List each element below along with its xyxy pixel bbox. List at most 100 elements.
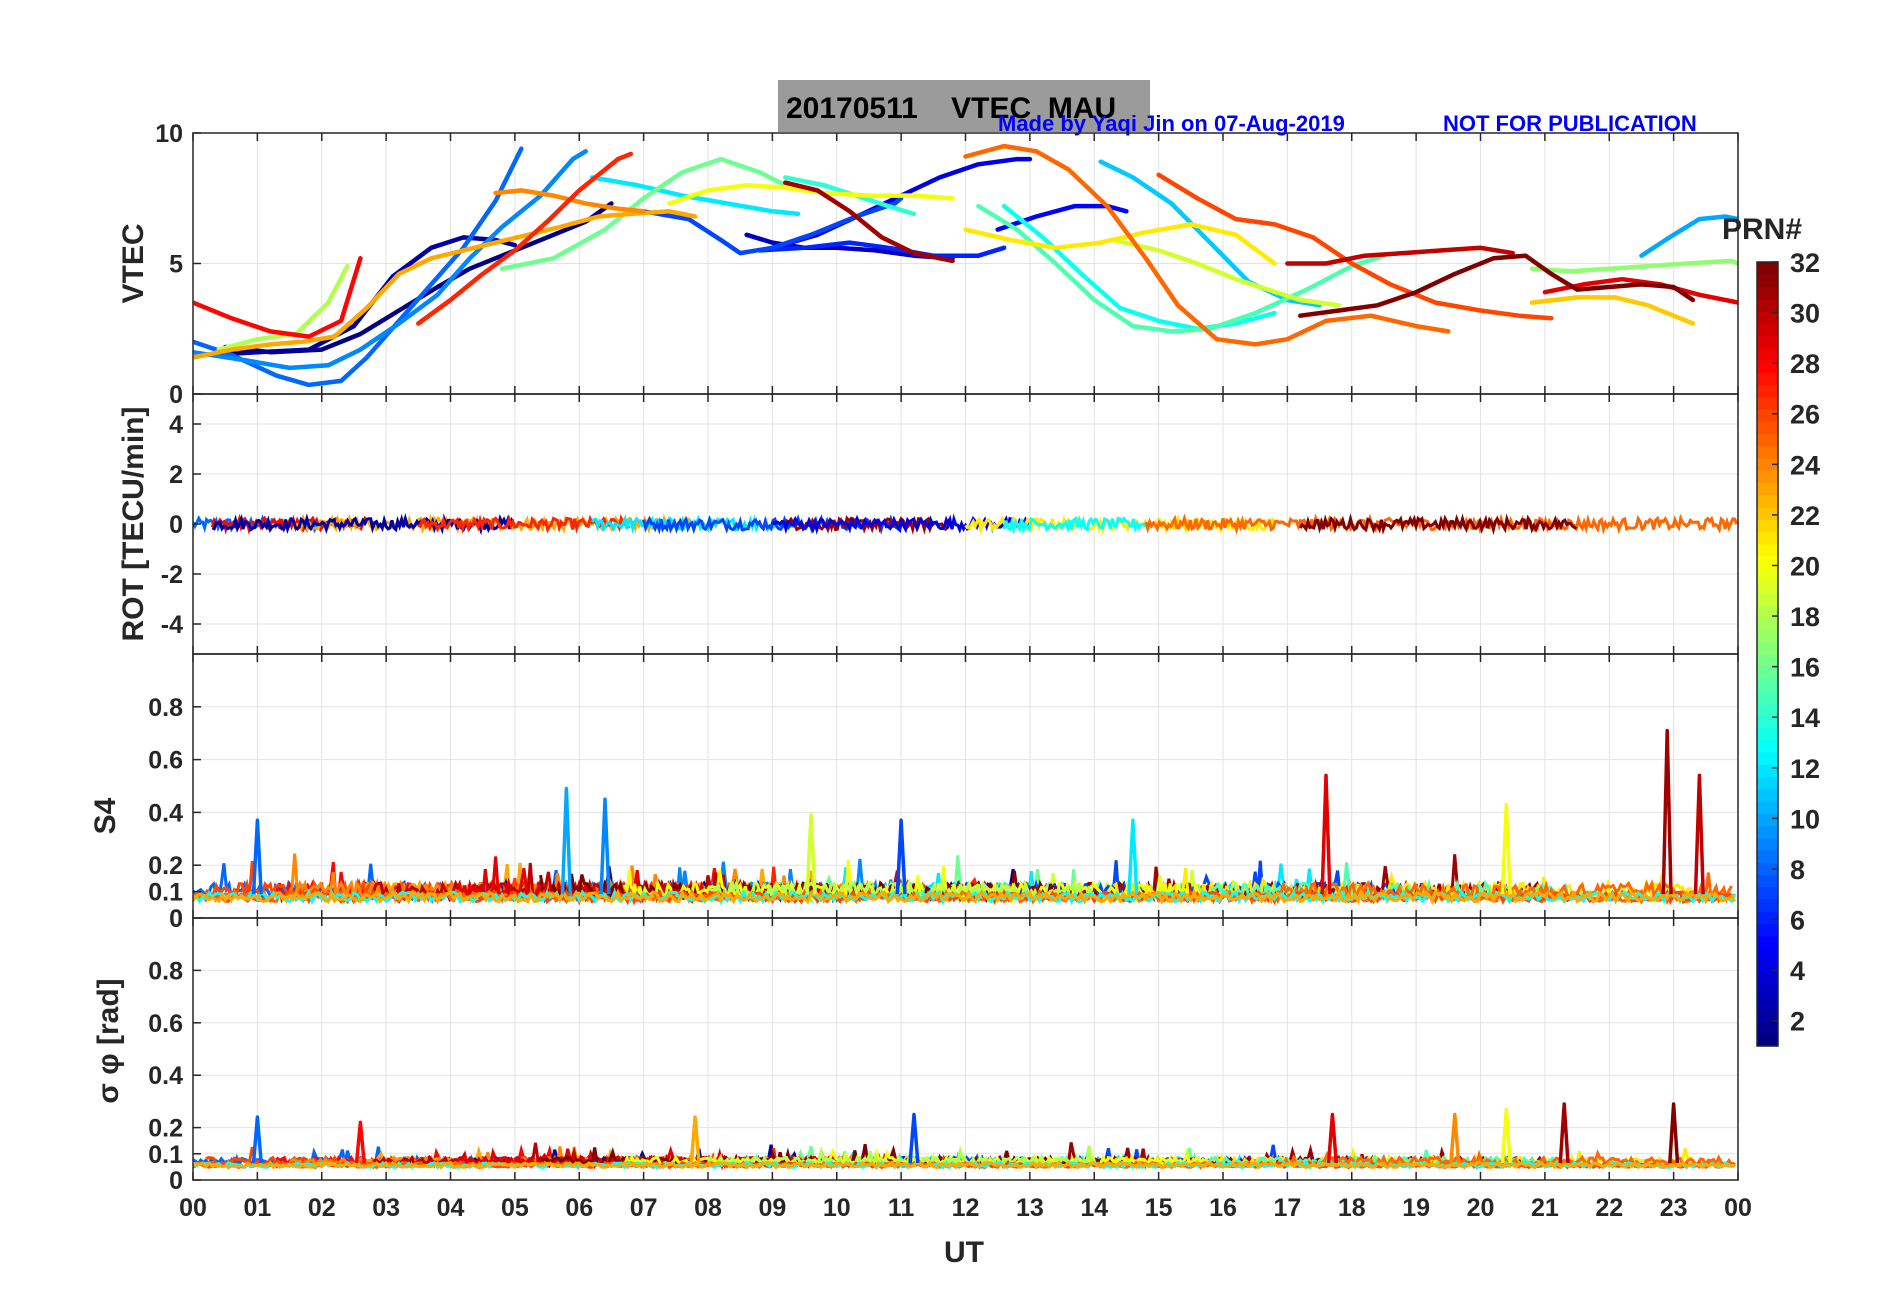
vtec-series-prn23 [193, 209, 698, 360]
xtick-label: 10 [823, 1194, 851, 1222]
colorbar-swatch [1757, 690, 1778, 704]
xtick-label: 19 [1402, 1194, 1430, 1222]
rot-series-prn4 [771, 513, 1031, 535]
ytick-vtec: 10 [155, 120, 183, 148]
vtec-series-prn31 [783, 180, 955, 264]
ytick-s4: 0.8 [148, 694, 183, 722]
vtec-series-prn8 [193, 146, 524, 388]
colorbar-tick: 4 [1790, 956, 1805, 986]
colorbar-swatch [1757, 960, 1778, 974]
vtec-series-prn25 [963, 143, 1451, 347]
colorbar-swatch [1757, 409, 1778, 422]
s4-spike-prn19 [805, 813, 817, 895]
xtick-label: 14 [1080, 1194, 1108, 1222]
data-rot [193, 512, 1738, 536]
colorbar-swatch [1757, 899, 1778, 912]
s4-spike-prn12 [1127, 818, 1139, 895]
xtick-label: 13 [1016, 1194, 1044, 1222]
vtec-series-prn9 [193, 149, 588, 371]
ytick-sigma_phi: 0 [169, 1167, 183, 1195]
panel-s4: 00.10.2 0.4 0.6 0.8 S4 [89, 653, 1739, 933]
ytick-rot: 2 [169, 461, 183, 489]
colorbar-swatch [1757, 935, 1778, 949]
s4-band-prn23 [193, 888, 1737, 906]
ytick-sigma_phi: 0.6 [148, 1010, 183, 1038]
vtec-series-prn29 [1542, 276, 1738, 305]
xtick-label: 08 [694, 1194, 722, 1222]
colorbar-swatch [1757, 507, 1778, 520]
colorbar-swatch [1757, 776, 1778, 790]
ytick-s4: 0 [169, 905, 183, 933]
ytick-vtec: 0 [169, 381, 183, 409]
ytick-sigma_phi: 0.1 [148, 1141, 183, 1169]
colorbar-swatch [1757, 997, 1778, 1010]
panel-sigma_phi: 00.10.2 0.4 0.6 0.8 σ φ [rad] 00 01 02 03 04 05 06 0… [92, 917, 1752, 1222]
colorbar-swatch [1757, 433, 1778, 447]
colorbar-swatch [1757, 813, 1778, 827]
colorbar-tick: 20 [1790, 551, 1820, 581]
colorbar-swatch [1757, 458, 1778, 471]
s4-spike-prn30 [1693, 773, 1705, 895]
ytick-rot: -4 [161, 611, 183, 639]
colorbar-frame [1756, 261, 1779, 1047]
s4-spike-prn20 [1500, 802, 1512, 895]
ytick-s4: 0.1 [148, 879, 183, 907]
sigma_phi-spike-prn31 [1558, 1102, 1570, 1164]
ytick-s4: 0.6 [148, 747, 183, 775]
colorbar-tick: 14 [1790, 703, 1820, 733]
ytick-s4: 0.4 [148, 799, 183, 827]
colorbar-swatch [1757, 592, 1778, 606]
colorbar-swatch [1757, 1009, 1778, 1023]
grid-sigma_phi [192, 918, 1739, 1181]
s4-spike-prn8 [251, 818, 263, 895]
colorbar-swatch [1757, 396, 1778, 410]
colorbar-swatch [1757, 837, 1778, 851]
colorbar-swatch [1757, 801, 1778, 814]
colorbar-label: PRN# [1722, 213, 1802, 246]
vtec-series-prn2 [210, 235, 518, 358]
colorbar-swatch [1757, 850, 1778, 863]
colorbar-swatch [1757, 862, 1778, 876]
sigma_phi-spike-prn8 [251, 1115, 263, 1164]
sigma_phi-spike-prn7 [908, 1112, 920, 1164]
s4-spike-prn7 [895, 818, 907, 895]
colorbar-swatch [1757, 727, 1778, 741]
xtick-label: 01 [243, 1194, 271, 1222]
vtec-series-prn22 [1529, 295, 1696, 326]
vtec-series-prn30 [1285, 245, 1515, 266]
ytick-sigma_phi: 0.4 [148, 1062, 183, 1090]
colorbar-swatch [1757, 678, 1778, 692]
ylabel-rot: ROT [TECU/min] [117, 407, 150, 642]
vtec-series-prn6 [757, 240, 1007, 258]
colorbar-swatch [1757, 617, 1778, 631]
colorbar-swatch [1757, 519, 1778, 533]
ytick-sigma_phi: 0.8 [148, 957, 183, 985]
colorbar-swatch [1757, 568, 1778, 582]
xtick-label: 02 [308, 1194, 336, 1222]
colorbar-swatch [1757, 323, 1778, 337]
xtick-label: 17 [1273, 1194, 1301, 1222]
sigma_phi-spike-prn32 [1668, 1102, 1680, 1164]
figure-title: 20170511 VTEC MAU [786, 92, 1116, 125]
colorbar-swatch [1757, 372, 1778, 386]
xtick-label: 00 [179, 1194, 207, 1222]
colorbar-swatch [1757, 556, 1778, 569]
colorbar-tick: 8 [1790, 855, 1805, 885]
ytick-rot: 4 [169, 411, 183, 439]
xtick-label: 04 [437, 1194, 465, 1222]
rot-series-prn31 [783, 515, 953, 536]
data-sigma_phi [193, 1102, 1736, 1171]
colorbar-swatch [1757, 1021, 1778, 1035]
sigma_phi-spike-prn24 [1449, 1112, 1461, 1164]
colorbar-swatch [1757, 470, 1778, 484]
colorbar-swatch [1757, 531, 1778, 545]
colorbar-swatch [1757, 360, 1778, 373]
s4-spike-prn29 [1320, 773, 1332, 895]
title-box [778, 80, 1150, 132]
vtec-series-prn27 [416, 151, 634, 326]
xtick-label: 00 [1724, 1194, 1752, 1222]
xtick-label: 12 [952, 1194, 980, 1222]
data-s4 [193, 728, 1737, 906]
